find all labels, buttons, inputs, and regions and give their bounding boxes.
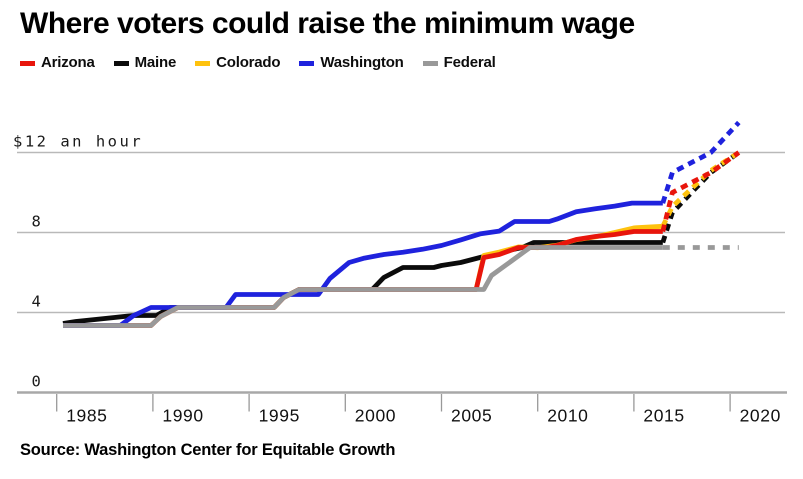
series-line-washington-projected [660,120,741,204]
x-tick-label: 2000 [355,406,396,426]
x-tick-label: 1985 [66,406,107,426]
legend-label: Federal [443,54,496,71]
y-axis-label: $12 an hour [13,133,143,151]
series-line-maine-solid [62,240,663,326]
legend-swatch-icon [195,60,211,66]
x-tick-label: 2005 [451,406,492,426]
legend-label: Washington [320,54,404,71]
x-tick-label: 2020 [740,406,781,426]
series-line-federal-solid [63,245,663,328]
legend-item-federal: Federal [422,54,496,71]
legend-swatch-icon [422,60,438,66]
series-line-maine-projected [660,150,741,244]
legend-swatch-icon [20,60,35,66]
y-axis-label: 0 [32,373,44,391]
x-tick-label: 2010 [547,406,588,426]
source-note: Source: Washington Center for Equitable … [20,441,396,459]
legend-label: Maine [134,54,177,71]
legend-label: Colorado [216,54,281,71]
chart-title: Where voters could raise the minimum wag… [20,7,635,40]
legend: Arizona Maine Colorado Washington Federal [20,54,496,71]
y-axis-label: 8 [32,213,44,231]
x-tick-label: 1995 [259,406,300,426]
legend-swatch-icon [299,60,315,66]
legend-item-maine: Maine [113,54,177,71]
legend-swatch-icon [113,60,129,66]
x-tick-label: 1990 [162,406,203,426]
legend-label: Arizona [41,54,95,71]
y-axis-label: 4 [32,293,44,311]
legend-item-arizona: Arizona [20,54,95,71]
series-line-arizona-projected [660,150,741,233]
legend-item-colorado: Colorado [195,54,281,71]
legend-item-washington: Washington [299,54,404,71]
series-line-washington-solid [63,200,663,328]
x-tick-label: 2015 [643,406,684,426]
